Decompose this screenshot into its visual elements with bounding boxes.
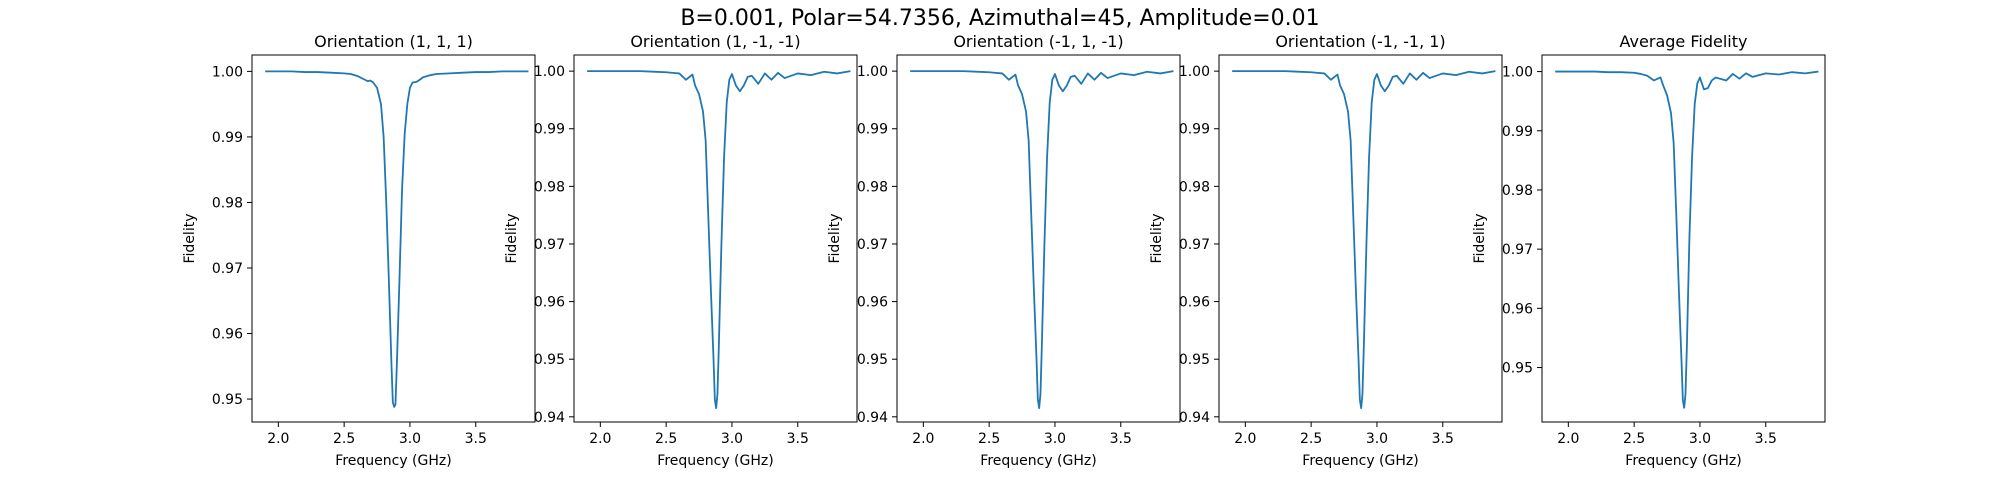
y-tick-label: 1.00 [1502,65,1533,81]
y-tick-label: 0.96 [857,295,888,311]
x-tick-label: 3.0 [1366,431,1388,447]
y-tick-label: 1.00 [857,64,888,80]
x-tick-label: 3.0 [399,431,421,447]
y-axis-label: Fidelity [827,214,843,264]
y-axis-label: Fidelity [1149,214,1165,264]
x-tick-label: 2.5 [978,431,1000,447]
x-tick-label: 3.0 [1044,431,1066,447]
plot-frame [1541,54,1826,423]
y-tick-label: 0.99 [534,122,565,138]
plot-frame [251,54,536,423]
plot-frame [896,54,1181,423]
x-tick-label: 2.5 [1300,431,1322,447]
x-tick-label: 2.0 [912,431,934,447]
x-tick-label: 3.5 [1110,431,1132,447]
y-tick-label: 0.99 [857,122,888,138]
panel-title: Average Fidelity [1620,32,1748,51]
figure-title: B=0.001, Polar=54.7356, Azimuthal=45, Am… [680,6,1320,31]
y-tick-label: 0.95 [1502,361,1533,377]
fidelity-line [910,70,1174,410]
y-tick-label: 0.94 [534,410,565,426]
x-axis-label: Frequency (GHz) [980,453,1096,469]
x-tick-label: 3.0 [721,431,743,447]
x-tick-label: 2.0 [589,431,611,447]
panel-title: Orientation (-1, 1, -1) [953,32,1123,51]
fidelity-line [587,70,851,410]
fidelity-line [1232,70,1496,410]
y-tick-label: 0.97 [857,237,888,253]
x-tick-label: 3.5 [1755,431,1777,447]
x-tick-label: 2.5 [655,431,677,447]
y-tick-label: 0.98 [212,195,243,211]
y-tick-label: 0.97 [534,237,565,253]
y-axis-label: Fidelity [1472,214,1488,264]
y-tick-label: 0.95 [534,352,565,368]
x-tick-label: 3.5 [1432,431,1454,447]
y-tick-label: 0.99 [1502,124,1533,140]
x-axis-label: Frequency (GHz) [335,453,451,469]
x-axis-label: Frequency (GHz) [1625,453,1741,469]
y-tick-label: 0.96 [1502,301,1533,317]
y-tick-label: 0.98 [857,179,888,195]
x-tick-label: 2.0 [1234,431,1256,447]
y-tick-label: 0.99 [1179,122,1210,138]
y-tick-label: 0.97 [212,261,243,277]
x-tick-label: 3.0 [1689,431,1711,447]
y-tick-label: 0.97 [1502,242,1533,258]
y-tick-label: 0.96 [212,327,243,343]
y-tick-label: 0.98 [534,179,565,195]
fidelity-line [1555,70,1819,409]
y-tick-label: 0.98 [1179,179,1210,195]
y-axis-label: Fidelity [504,214,520,264]
x-tick-label: 2.0 [1557,431,1579,447]
panel-title: Orientation (1, -1, -1) [630,32,800,51]
y-tick-label: 0.95 [212,392,243,408]
x-axis-label: Frequency (GHz) [1302,453,1418,469]
y-tick-label: 0.95 [1179,352,1210,368]
y-tick-label: 0.95 [857,352,888,368]
x-tick-label: 3.5 [465,431,487,447]
y-tick-label: 0.98 [1502,183,1533,199]
x-axis-label: Frequency (GHz) [657,453,773,469]
x-tick-label: 2.5 [333,431,355,447]
fidelity-line [265,70,529,408]
x-tick-label: 2.5 [1623,431,1645,447]
y-tick-label: 0.94 [857,410,888,426]
x-tick-label: 3.5 [787,431,809,447]
y-tick-label: 1.00 [212,64,243,80]
panel-title: Orientation (-1, -1, 1) [1275,32,1445,51]
y-tick-label: 1.00 [534,64,565,80]
y-axis-label: Fidelity [182,214,198,264]
panel-title: Orientation (1, 1, 1) [314,32,473,51]
y-tick-label: 0.96 [534,295,565,311]
y-tick-label: 1.00 [1179,64,1210,80]
y-tick-label: 0.97 [1179,237,1210,253]
y-tick-label: 0.99 [212,130,243,146]
plot-frame [573,54,858,423]
y-tick-label: 0.96 [1179,295,1210,311]
plot-frame [1218,54,1503,423]
x-tick-label: 2.0 [267,431,289,447]
y-tick-label: 0.94 [1179,410,1210,426]
